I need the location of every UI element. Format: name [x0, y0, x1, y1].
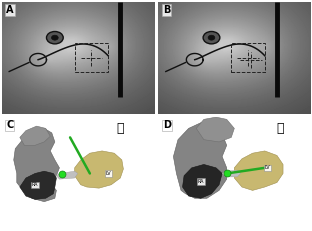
Polygon shape — [183, 164, 222, 198]
Text: 🫀: 🫀 — [276, 122, 284, 135]
Text: C: C — [6, 121, 13, 131]
Polygon shape — [234, 151, 283, 190]
Polygon shape — [75, 151, 123, 188]
Text: 🫀: 🫀 — [117, 122, 124, 135]
Circle shape — [46, 31, 63, 44]
Text: LV: LV — [105, 171, 111, 176]
Polygon shape — [14, 128, 59, 202]
Polygon shape — [196, 117, 234, 142]
Text: B: B — [163, 5, 170, 15]
Text: A: A — [6, 5, 14, 15]
Bar — [231, 43, 265, 72]
Text: D: D — [163, 121, 171, 131]
Circle shape — [203, 31, 220, 44]
Text: LV: LV — [265, 165, 271, 170]
Bar — [75, 43, 108, 72]
Polygon shape — [56, 171, 78, 179]
Text: RA: RA — [197, 179, 204, 184]
Polygon shape — [173, 123, 227, 198]
Circle shape — [51, 35, 58, 40]
Polygon shape — [222, 170, 241, 177]
Text: RA: RA — [32, 182, 38, 187]
Polygon shape — [20, 171, 56, 199]
Polygon shape — [20, 126, 50, 145]
Circle shape — [208, 35, 215, 40]
